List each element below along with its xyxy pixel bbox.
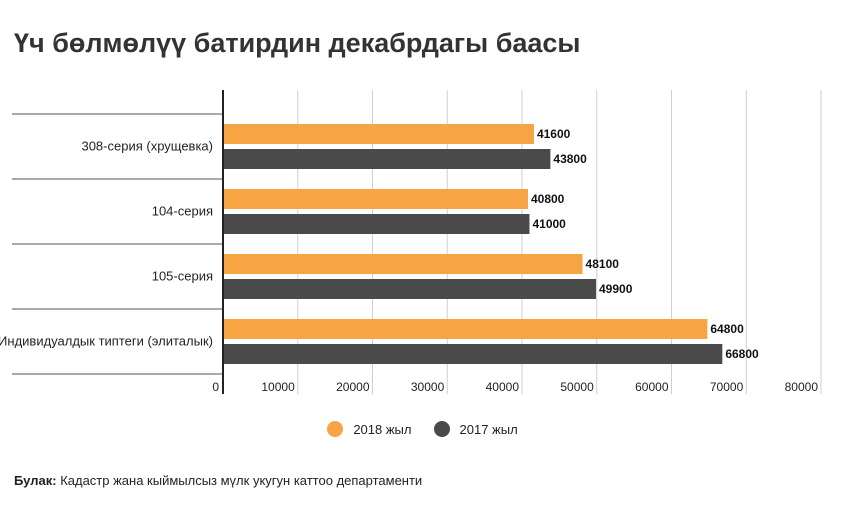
source-note: Булак: Кадастр жана кыймылсыз мүлк укугу… xyxy=(14,473,422,488)
data-label: 41600 xyxy=(537,127,571,141)
bar xyxy=(223,124,534,144)
bar xyxy=(223,344,723,364)
legend-label-2018: 2018 жыл xyxy=(353,421,412,437)
bar xyxy=(223,214,530,234)
bar xyxy=(223,279,597,299)
source-label: Булак: xyxy=(14,473,57,488)
category-label: Индивидуалдык типтеги (элиталык) xyxy=(0,334,213,349)
bar-chart: 41600 43800 308-серия (хрущевка) 40800 41000… xyxy=(0,90,822,394)
tick-label: 40000 xyxy=(486,380,520,394)
data-label: 40800 xyxy=(531,192,565,206)
data-label: 66800 xyxy=(725,347,759,361)
data-label: 43800 xyxy=(553,152,587,166)
bar xyxy=(223,149,551,169)
chart-title: Үч бөлмөлүү батирдин декабрдагы баасы xyxy=(14,28,581,58)
bar xyxy=(223,254,583,274)
data-label: 64800 xyxy=(710,322,744,336)
tick-label: 60000 xyxy=(635,380,669,394)
tick-label: 0 xyxy=(212,380,219,394)
tick-label: 30000 xyxy=(411,380,445,394)
category-label: 308-серия (хрущевка) xyxy=(81,139,213,154)
tick-label: 20000 xyxy=(336,380,370,394)
data-label: 41000 xyxy=(532,217,566,231)
legend-item-2018: 2018 жыл xyxy=(327,421,412,437)
legend-label-2017: 2017 жыл xyxy=(459,421,518,437)
legend-swatch-2018 xyxy=(327,421,344,437)
tick-label: 50000 xyxy=(560,380,594,394)
source-text: Кадастр жана кыймылсыз мүлк укугун катто… xyxy=(60,473,423,488)
bar xyxy=(223,189,528,209)
legend: 2018 жыл 2017 жыл xyxy=(0,421,845,437)
data-label: 48100 xyxy=(586,257,620,271)
data-label: 49900 xyxy=(599,282,633,296)
legend-item-2017: 2017 жыл xyxy=(433,421,518,437)
legend-swatch-2017 xyxy=(433,421,450,437)
tick-label: 80000 xyxy=(785,380,819,394)
category-label: 104-серия xyxy=(152,204,213,219)
category-label: 105-серия xyxy=(152,269,213,284)
tick-label: 10000 xyxy=(261,380,295,394)
bar xyxy=(223,319,708,339)
tick-label: 70000 xyxy=(710,380,744,394)
